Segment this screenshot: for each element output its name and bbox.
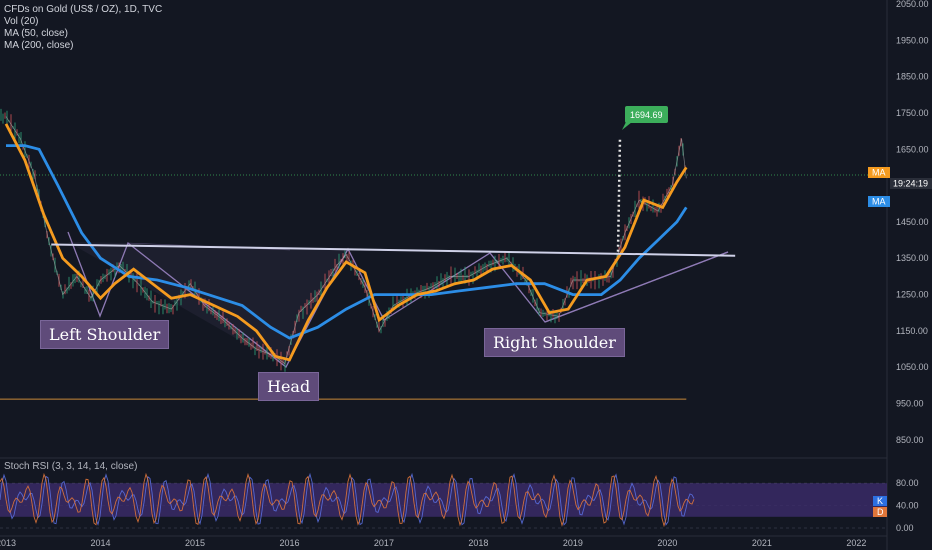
- countdown-tag-label: 19:24:19: [893, 179, 928, 189]
- stoch-d-tag: [873, 507, 887, 517]
- y-tick-label: 1950.00: [896, 35, 929, 45]
- right-shoulder-label: Right Shoulder: [484, 328, 625, 357]
- ma200-line: [6, 144, 688, 340]
- stoch-overbought-band: [0, 483, 887, 517]
- x-tick-label: 2013: [0, 538, 16, 548]
- ma-slow-tag-label: MA: [872, 197, 886, 207]
- stoch-k-tag-label: K: [877, 496, 883, 506]
- left-shoulder-label: Left Shoulder: [40, 320, 170, 349]
- y-tick-label: 950.00: [896, 399, 924, 409]
- y-tick-label: 1050.00: [896, 362, 929, 372]
- y-tick-label: 1450.00: [896, 217, 929, 227]
- stoch-tick-label: 0.00: [896, 523, 914, 533]
- target-label-pointer: [622, 122, 632, 130]
- x-tick-label: 2020: [657, 538, 677, 548]
- legend-vol[interactable]: Vol (20): [4, 16, 39, 27]
- x-tick-label: 2017: [374, 538, 394, 548]
- rising-support-line: [544, 251, 729, 323]
- stoch-k-tag: [873, 496, 887, 506]
- y-tick-label: 1650.00: [896, 144, 929, 154]
- target-label-box: [625, 106, 668, 123]
- countdown-tag: [890, 178, 932, 189]
- ma-fast-tag-label: MA: [872, 168, 886, 178]
- stoch-d-tag-label: D: [877, 507, 884, 517]
- legend-symbol[interactable]: CFDs on Gold (US$ / OZ), 1D, TVC: [4, 4, 163, 15]
- stoch-tick-label: 80.00: [896, 478, 919, 488]
- x-tick-label: 2021: [752, 538, 772, 548]
- y-tick-label: 1250.00: [896, 290, 929, 300]
- ma-slow-tag: [868, 196, 890, 207]
- y-tick-label: 1350.00: [896, 253, 929, 263]
- x-tick-label: 2018: [468, 538, 488, 548]
- y-tick-label: 1750.00: [896, 108, 929, 118]
- legend-ma50[interactable]: MA (50, close): [4, 28, 68, 39]
- x-tick-label: 2014: [90, 538, 110, 548]
- target-dotted-line: [616, 137, 622, 252]
- y-tick-label: 850.00: [896, 435, 924, 445]
- y-axis: 2050.001950.001850.001750.001650.001550.…: [896, 0, 929, 533]
- stoch-k-line: [0, 472, 695, 526]
- chart-legend: CFDs on Gold (US$ / OZ), 1D, TVC Vol (20…: [4, 4, 162, 52]
- y-tick-label: 1150.00: [896, 326, 928, 336]
- legend-ma200[interactable]: MA (200, close): [4, 40, 74, 51]
- price-tags: MA 19:24:19 MA K D: [868, 167, 932, 517]
- stoch-rsi-lines: [0, 472, 695, 528]
- x-tick-label: 2022: [846, 538, 866, 548]
- stoch-rsi-legend[interactable]: Stoch RSI (3, 3, 14, 14, close): [4, 461, 138, 472]
- y-tick-label: 1850.00: [896, 72, 929, 82]
- target-label-text: 1694.69: [630, 110, 663, 120]
- x-tick-label: 2015: [185, 538, 205, 548]
- ma-fast-tag: [868, 167, 890, 178]
- x-tick-label: 2016: [279, 538, 299, 548]
- stoch-tick-label: 40.00: [896, 501, 919, 511]
- x-axis: 2013 2014 2015 2016 2017 2018 2019 2020 2021 2022: [0, 538, 866, 548]
- y-tick-label: 2050.00: [896, 0, 929, 9]
- ma50-line: [4, 123, 688, 362]
- neckline: [51, 243, 736, 257]
- head-label: Head: [258, 372, 320, 401]
- target-label: 1694.69: [622, 106, 668, 130]
- stoch-d-line: [0, 472, 695, 528]
- x-tick-label: 2019: [563, 538, 583, 548]
